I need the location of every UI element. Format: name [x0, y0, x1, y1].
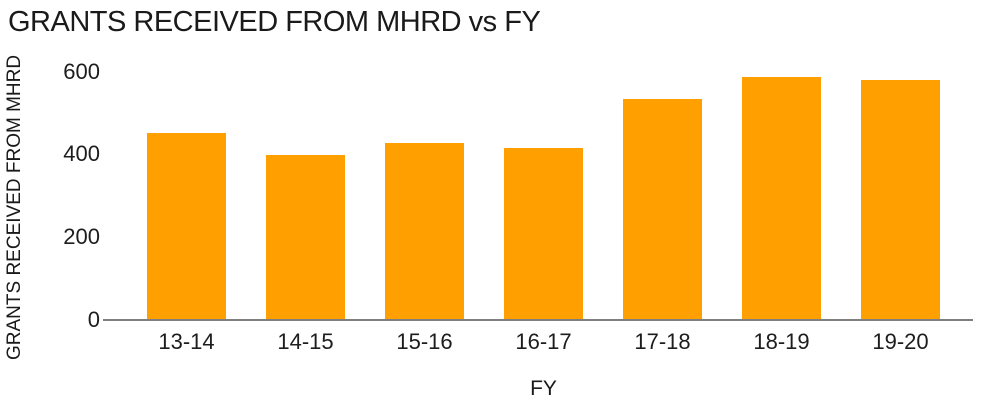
y-axis-tick-labels: 0 200 400 600 [0, 0, 100, 412]
bar-18-19 [742, 77, 821, 319]
bar-15-16 [385, 143, 464, 319]
bars-area [127, 0, 960, 319]
x-axis-tick-labels: 13-14 14-15 15-16 16-17 17-18 18-19 19-20 [127, 330, 960, 358]
x-tick-label: 15-16 [396, 329, 453, 354]
x-axis-title: FY [530, 377, 557, 400]
y-tick-label: 400 [63, 141, 100, 167]
x-tick-label: 17-18 [634, 329, 691, 354]
x-axis-line [103, 319, 973, 321]
x-tick-label: 16-17 [515, 329, 572, 354]
bar-14-15 [266, 155, 345, 319]
bar-13-14 [147, 133, 226, 319]
x-tick-label: 19-20 [872, 329, 929, 354]
bar-16-17 [504, 148, 583, 319]
bar-19-20 [861, 80, 940, 319]
y-tick-label: 0 [87, 307, 100, 332]
x-tick-label: 18-19 [753, 329, 810, 354]
bar-17-18 [623, 99, 702, 319]
x-tick-label: 14-15 [277, 329, 334, 354]
x-tick-label: 13-14 [158, 329, 215, 354]
y-tick-label: 200 [63, 224, 100, 250]
y-tick-label: 600 [63, 58, 100, 84]
chart-title: GRANTS RECEIVED FROM MHRD vs FY [8, 6, 541, 38]
